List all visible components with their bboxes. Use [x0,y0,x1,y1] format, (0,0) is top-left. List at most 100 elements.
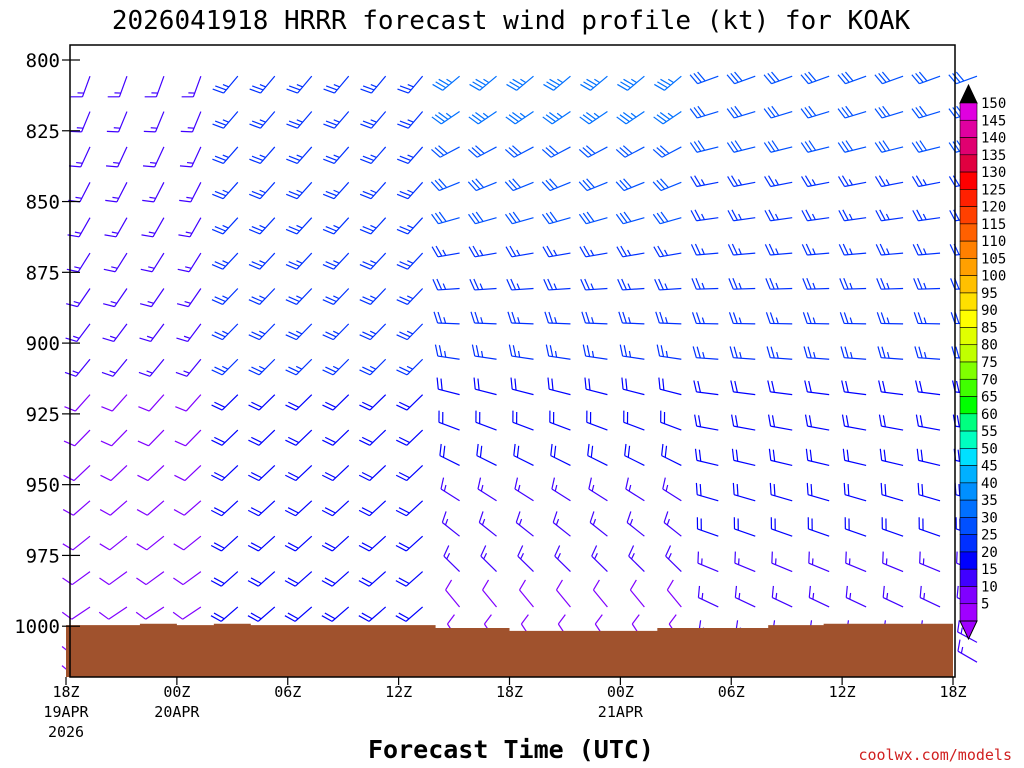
barb-flag [399,155,411,162]
barb-half-flag [149,196,156,199]
barb-flag [843,277,849,290]
barb-flag [360,123,372,129]
barb-staff [145,571,165,586]
x-tick-label: 12Z [385,683,412,701]
wind-barb [807,517,830,537]
barb-flag [764,176,772,187]
barb-flag [399,85,412,91]
wind-barb [617,75,645,91]
barb-flag [285,439,297,446]
wind-barb [804,380,830,396]
wind-barb [691,312,719,325]
barb-flag [359,299,371,305]
barb-flag [697,415,702,427]
barb-flag [629,579,637,591]
barb-flag [250,612,262,620]
wind-barb [322,252,350,270]
barb-flag [437,311,443,324]
barb-flag [807,346,812,359]
barb-staff [295,535,313,552]
barb-half-flag [259,295,266,300]
colorbar-label: 140 [981,131,1006,147]
barb-flag [808,415,813,427]
barb-flag [726,108,735,119]
barb-flag [656,114,667,123]
barb-flag [881,71,891,82]
barb-half-flag [186,161,194,164]
barb-flag [586,78,597,86]
wind-barb [914,346,941,360]
barb-staff [296,252,313,270]
colorbar-label: 10 [981,579,998,595]
barb-flag [730,380,735,393]
wind-barb [624,443,645,466]
barb-flag [845,585,848,598]
barb-staff [881,391,904,396]
barb-flag [915,414,919,427]
barb-flag [439,443,442,456]
barb-flag [288,155,301,162]
barb-half-flag [628,317,631,324]
barb-staff [439,455,460,466]
barb-flag [469,278,476,291]
barb-half-flag [923,282,927,290]
wind-barb [396,394,424,411]
wind-barb [690,175,719,188]
barb-staff [182,606,202,620]
wind-barb [478,511,497,537]
barb-flag [321,580,333,587]
barb-flag [592,579,600,591]
wind-barb [106,146,128,168]
barb-flag [660,178,669,188]
barb-flag [958,484,961,496]
barb-flag [99,577,110,586]
wind-barb [837,105,867,119]
barb-staff [259,217,276,235]
barb-flag [841,175,849,187]
barb-flag [479,445,483,458]
colorbar-swatch [959,378,978,397]
barb-staff [188,252,202,273]
barb-staff [845,562,867,573]
barb-flag [249,158,261,165]
wind-barb [504,145,534,158]
barb-staff [332,394,350,411]
barb-staff [406,394,424,411]
wind-barb [875,209,904,222]
barb-flag [247,615,259,622]
barb-flag [211,404,223,411]
wind-barb [181,75,202,98]
wind-barb [177,252,202,273]
barb-flag [179,199,191,203]
wind-barb [100,429,128,447]
barb-flag [666,579,674,591]
wind-barb [140,252,165,273]
barb-flag [843,482,846,495]
barb-flag [471,147,482,156]
barb-staff [511,355,534,360]
barb-flag [98,611,110,620]
wind-barb [763,140,793,153]
wind-barb [911,105,941,119]
wind-barbs [61,71,978,677]
barb-staff [770,425,793,431]
barb-flag [249,193,261,200]
colorbar-swatch [959,344,978,363]
barb-staff [482,589,498,608]
barb-staff [406,429,424,446]
wind-barb [919,551,941,573]
barb-half-flag [369,330,377,335]
barb-flag [475,345,480,357]
barb-flag [175,371,188,377]
barb-flag [652,148,663,158]
wind-barb [285,323,313,341]
wind-barb [321,500,350,517]
wind-barb [211,288,239,305]
wind-barb [800,71,830,85]
wind-barb [652,178,682,192]
barb-half-flag [593,112,600,118]
wind-barb [360,75,387,94]
barb-staff [660,421,682,431]
colorbar-label: 105 [981,251,1006,267]
wind-barb [727,243,756,256]
